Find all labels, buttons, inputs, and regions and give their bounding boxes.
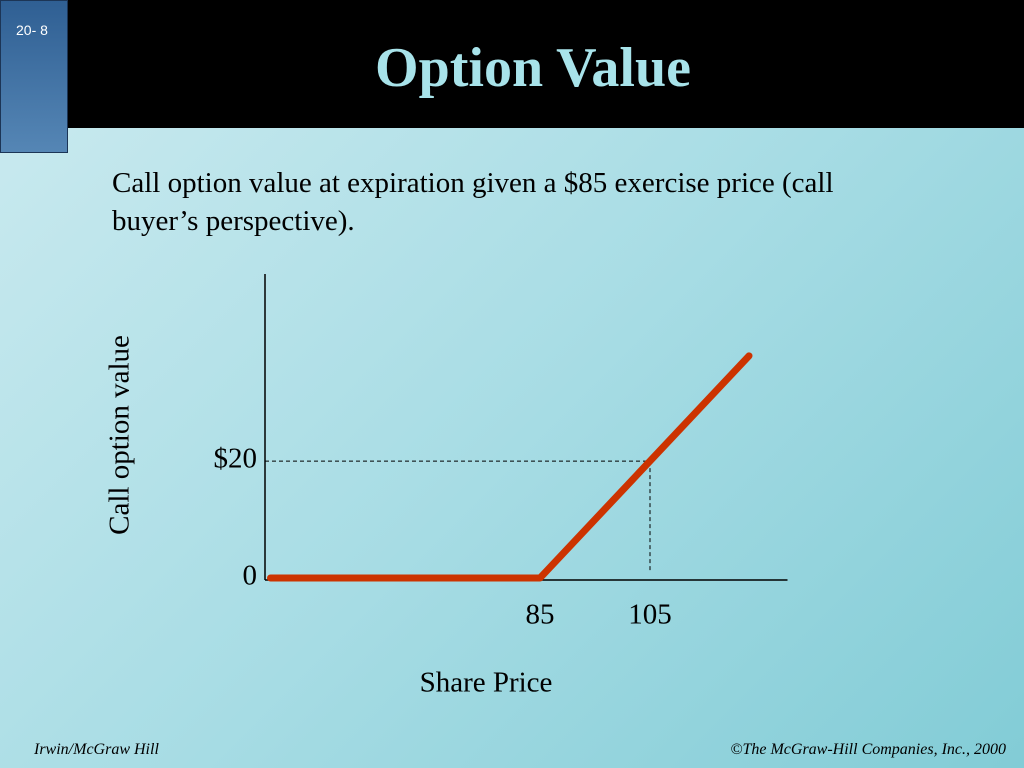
- y-tick-label: $20: [214, 443, 258, 475]
- chart-title: Option Value: [375, 37, 691, 99]
- footer-right: ©The McGraw-Hill Companies, Inc., 2000: [730, 741, 1006, 758]
- title-band: [0, 0, 1024, 128]
- slide-number: 20- 8: [16, 22, 48, 38]
- x-axis-label: Share Price: [420, 667, 553, 699]
- chart-subtitle: Call option value at expiration given a …: [112, 167, 834, 237]
- slide-number-box: [0, 0, 68, 153]
- x-tick-label: 85: [526, 599, 555, 631]
- y-tick-label: 0: [243, 560, 258, 592]
- footer-left: Irwin/McGraw Hill: [34, 741, 159, 758]
- x-tick-label: 105: [628, 599, 672, 631]
- y-axis-label: Call option value: [104, 335, 136, 535]
- payoff-line: [267, 352, 753, 582]
